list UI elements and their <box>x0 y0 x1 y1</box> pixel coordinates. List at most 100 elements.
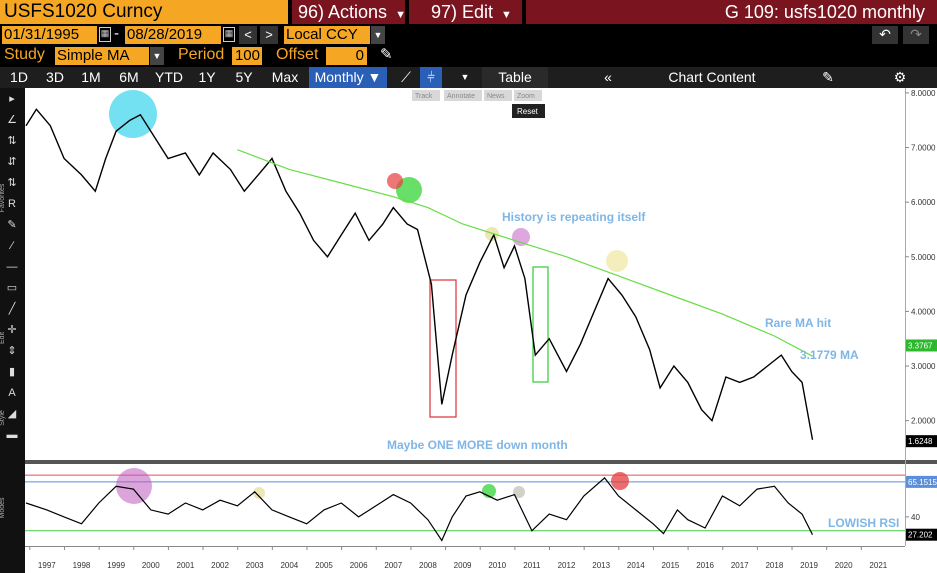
study[interactable]: Simple MA <box>55 47 149 65</box>
tool-icon[interactable]: — <box>7 261 18 273</box>
x-tick-label: 2005 <box>315 561 333 570</box>
tool-icon[interactable]: ∕ <box>8 240 15 252</box>
price-tag <box>906 435 937 448</box>
y-tick-label: 5.0000 <box>911 253 936 262</box>
toolbar <box>0 67 937 88</box>
prev-button[interactable]: < <box>239 26 257 44</box>
tool-button[interactable] <box>514 90 542 101</box>
calendar-icon[interactable]: ▦ <box>99 27 111 42</box>
undo-button[interactable]: ↶ <box>872 26 898 44</box>
offset[interactable]: 0 <box>326 47 367 65</box>
y-tick-label: 4.0000 <box>911 307 936 316</box>
edit-icon[interactable]: ✎ <box>822 69 834 85</box>
x-tick-label: 2009 <box>454 561 472 570</box>
tool-icon[interactable]: A <box>8 387 16 399</box>
x-tick-label: 1999 <box>107 561 125 570</box>
series-line <box>25 108 814 440</box>
value-tag <box>906 475 937 488</box>
dropdown[interactable]: ▼ <box>460 72 470 82</box>
highlight <box>116 468 152 504</box>
frequency-label: Monthly <box>314 69 364 85</box>
x-tick-label: 2016 <box>696 561 714 570</box>
tool-icon[interactable]: ▭ <box>7 282 17 294</box>
frequency[interactable]: Monthly ▼ <box>309 67 387 88</box>
range-button[interactable]: 5Y <box>235 69 253 85</box>
x-tick-label: 2006 <box>350 561 368 570</box>
x-tick-label: 2020 <box>835 561 853 570</box>
range-button[interactable]: 6M <box>119 69 139 85</box>
range-button[interactable]: 1M <box>81 69 101 85</box>
table-button[interactable]: Table <box>482 67 548 88</box>
tool-icon[interactable]: ⇅ <box>7 135 16 147</box>
value-tag <box>906 528 937 541</box>
tool-icon[interactable]: ▮ <box>9 366 15 378</box>
tool-icon[interactable]: ∠ <box>7 114 17 126</box>
pencil-icon[interactable]: ✎ <box>380 46 393 63</box>
ticker[interactable]: USFS1020 Curncy <box>0 0 288 24</box>
actions-menu[interactable]: 96) Actions ▼ <box>292 0 406 24</box>
tool-label: Reset <box>517 107 539 116</box>
tool-icon[interactable]: ⇅ <box>7 177 16 189</box>
range-button[interactable]: Max <box>271 69 299 85</box>
x-tick-label: 2001 <box>177 561 195 570</box>
price-tag <box>906 339 937 352</box>
tool-button[interactable] <box>484 90 512 101</box>
start-date[interactable]: 01/31/1995 <box>2 26 97 44</box>
range-button[interactable]: 1Y <box>198 69 216 85</box>
chart-content[interactable]: Chart Content <box>668 69 756 85</box>
highlight <box>485 227 499 241</box>
axis-line <box>25 546 905 547</box>
line-icon[interactable]: ⟋ <box>401 69 411 85</box>
tool-label: Annotate <box>447 93 475 100</box>
chart-background <box>25 88 937 573</box>
next-button[interactable]: > <box>260 26 278 44</box>
dropdown[interactable]: ▼ <box>150 47 164 65</box>
edit-menu[interactable]: 97) Edit ▼ <box>409 0 522 24</box>
tool-icon[interactable]: ⇕ <box>7 345 16 357</box>
dropdown[interactable]: ▼ <box>371 26 385 44</box>
settings-icon[interactable]: ⚙ <box>893 69 907 85</box>
tool-button[interactable] <box>412 90 440 101</box>
y-tick-label: 8.0000 <box>911 89 936 98</box>
period[interactable]: 100 <box>232 47 262 65</box>
y-tick-label: 40 <box>911 513 920 522</box>
range-button[interactable]: 1D <box>10 69 28 85</box>
tool-icon[interactable]: ✛ <box>7 324 16 336</box>
tool-button[interactable] <box>512 104 545 118</box>
tool-icon[interactable]: ▬ <box>7 429 18 441</box>
collapse-icon[interactable]: « <box>604 69 612 85</box>
currency[interactable]: Local CCY <box>284 26 370 44</box>
annotation: 3.1779 MA <box>800 348 859 362</box>
calendar-icon[interactable]: ▦ <box>223 27 235 42</box>
tool-label: Zoom <box>517 93 535 100</box>
price-tag-label: 1.6248 <box>908 437 933 446</box>
range-button[interactable]: YTD <box>155 69 183 85</box>
highlight <box>512 228 530 246</box>
highlight-box <box>532 266 549 383</box>
tool-icon[interactable]: ◢ <box>8 408 17 420</box>
annotation: History is repeating itself <box>502 210 646 224</box>
annotation: Rare MA hit <box>765 316 831 330</box>
bar-icon[interactable]: ⫩ <box>420 67 442 88</box>
redo-button[interactable]: ↷ <box>903 26 929 44</box>
x-tick-label: 2014 <box>627 561 645 570</box>
range-button[interactable]: 3D <box>46 69 64 85</box>
x-tick-label: 2019 <box>800 561 818 570</box>
x-tick-label: 2007 <box>384 561 402 570</box>
tool-icon[interactable]: ╱ <box>8 301 17 315</box>
side-label: Edit <box>0 332 6 344</box>
annotation: Maybe ONE MORE down month <box>387 438 568 452</box>
x-tick-label: 2000 <box>142 561 160 570</box>
tool-icon[interactable]: ▸ <box>9 93 15 105</box>
series-line <box>237 149 813 357</box>
y-tick-label: 7.0000 <box>911 144 936 153</box>
highlight <box>253 487 265 499</box>
tool-button[interactable] <box>444 90 482 101</box>
tool-icon[interactable]: ✎ <box>7 219 16 231</box>
end-date[interactable]: 08/28/2019 <box>125 26 221 44</box>
side-toolbar <box>0 88 25 573</box>
tool-icon[interactable]: ⇵ <box>7 156 16 168</box>
tool-icon[interactable]: R <box>8 198 16 210</box>
value-tag-label: 27.202 <box>908 531 933 540</box>
